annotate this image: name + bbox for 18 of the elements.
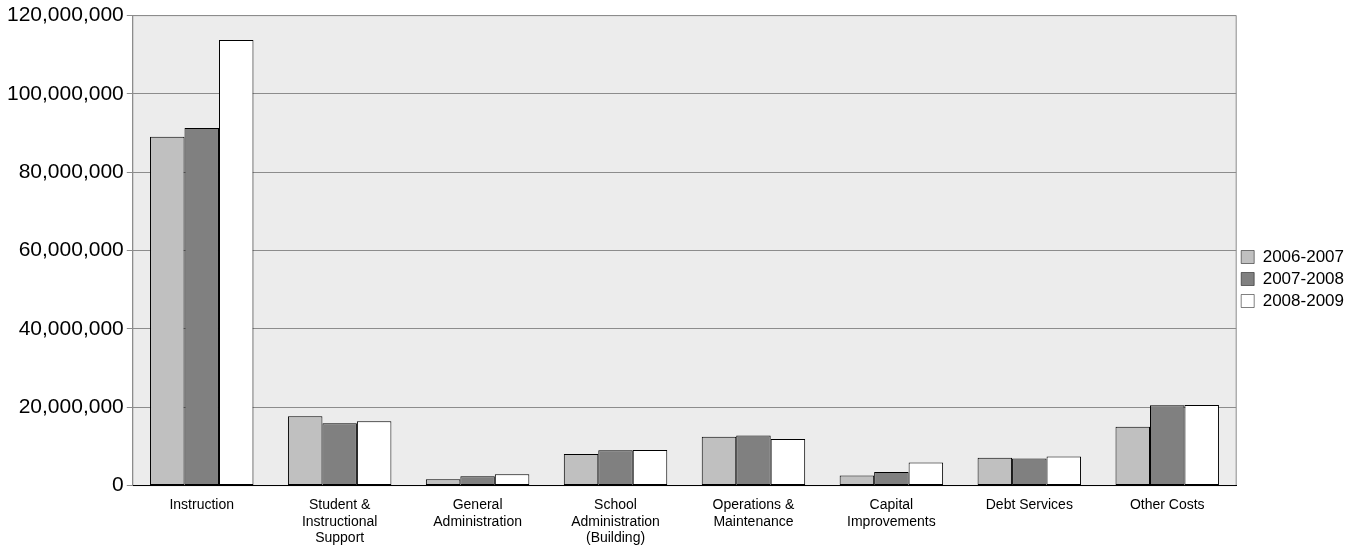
y-tick-label: 60,000,000	[18, 237, 124, 261]
legend-label: 2008-2009	[1262, 290, 1345, 310]
x-tick-label: Instruction	[169, 495, 235, 512]
x-tick-label: Other Costs	[1129, 495, 1205, 512]
x-tick-label: Debt Services	[985, 495, 1073, 512]
y-tick-label: 120,000,000	[6, 2, 124, 26]
x-tick-label: General Administration	[433, 495, 522, 529]
y-tick-label: 80,000,000	[18, 159, 124, 183]
x-tick-label: School Administration (Building)	[571, 495, 660, 546]
y-tick-label: 0	[112, 472, 124, 496]
y-tick-label: 40,000,000	[18, 315, 124, 339]
y-tick-label: 100,000,000	[6, 80, 124, 104]
y-tick-label: 20,000,000	[18, 394, 124, 418]
legend-label: 2006-2007	[1262, 246, 1345, 266]
x-tick-label: Operations & Maintenance	[712, 495, 795, 529]
x-tick-label: Student & Instructional Support	[301, 495, 378, 546]
x-tick-label: Capital Improvements	[847, 495, 936, 529]
legend-label: 2007-2008	[1262, 268, 1345, 288]
